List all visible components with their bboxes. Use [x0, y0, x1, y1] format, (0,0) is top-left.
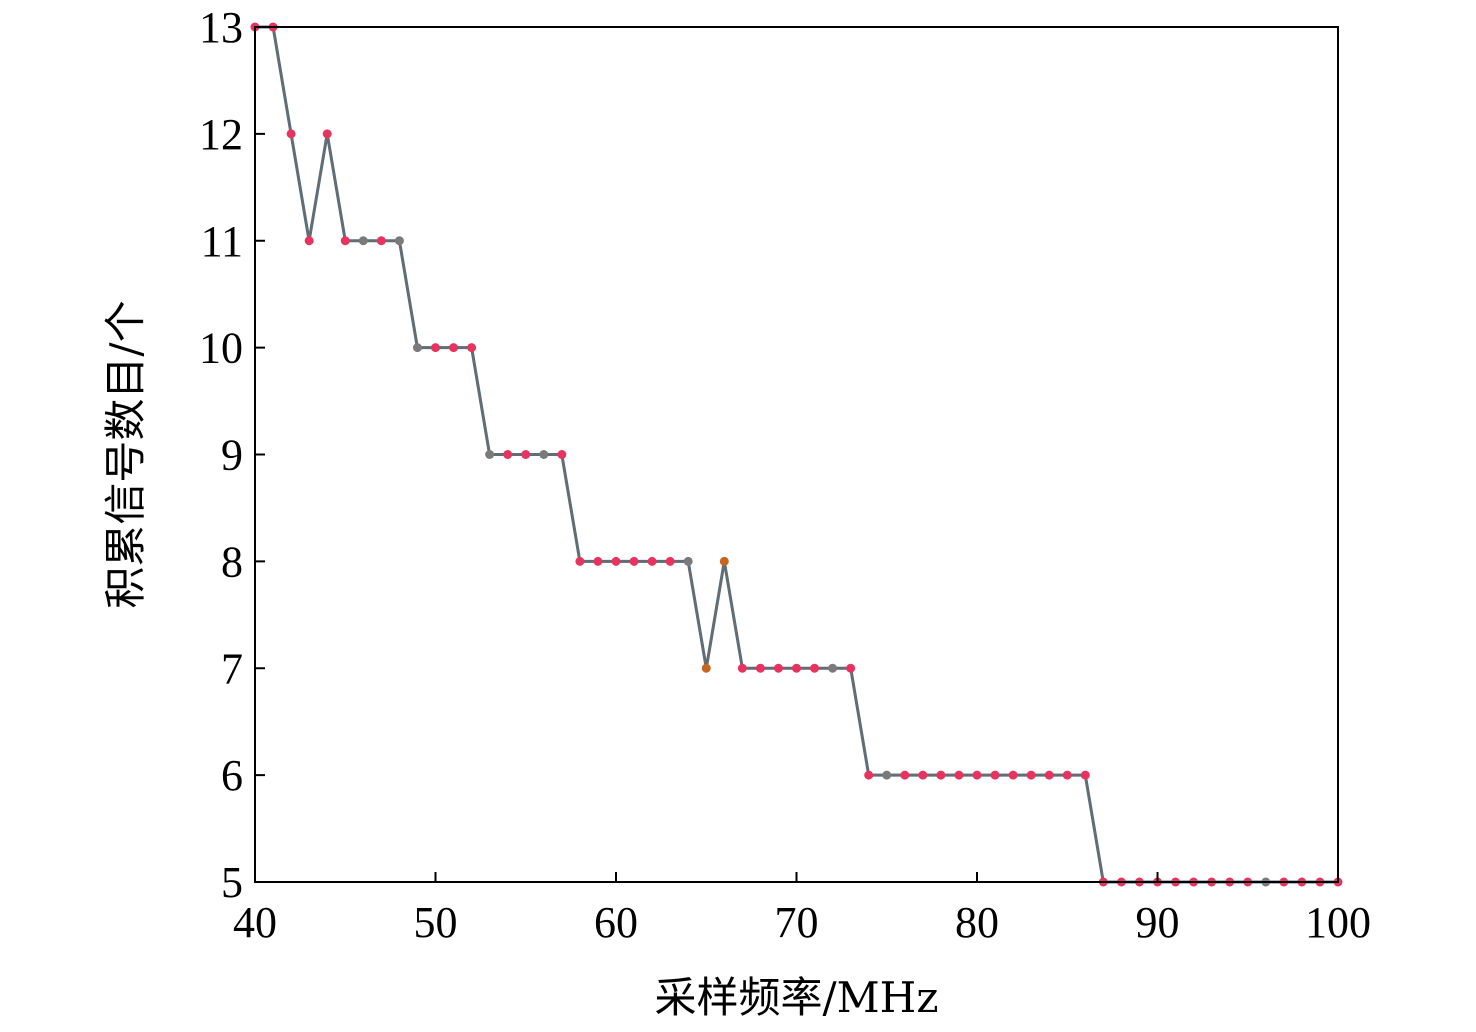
data-point	[864, 770, 874, 780]
data-point	[900, 770, 910, 780]
data-point	[755, 663, 765, 673]
data-point	[394, 236, 404, 246]
data-point	[846, 663, 856, 673]
data-point	[918, 770, 928, 780]
data-point	[1044, 770, 1054, 780]
data-point	[629, 556, 639, 566]
data-point	[936, 770, 946, 780]
data-point	[882, 770, 892, 780]
data-point	[719, 556, 729, 566]
data-point	[322, 129, 332, 139]
series-line	[255, 25, 1338, 884]
data-point	[972, 770, 982, 780]
data-point	[611, 556, 621, 566]
data-point	[431, 343, 440, 353]
data-point	[810, 663, 820, 673]
data-point	[954, 770, 964, 780]
data-point	[1026, 770, 1036, 780]
plot-frame	[254, 26, 1339, 883]
x-tick-label: 70	[775, 898, 819, 947]
plot-lines	[255, 25, 1338, 884]
data-point	[358, 236, 368, 246]
x-tick-label: 40	[233, 898, 277, 947]
data-point	[340, 236, 350, 246]
data-point	[737, 663, 747, 673]
data-point	[539, 450, 549, 459]
data-point	[701, 663, 711, 673]
y-tick-label: 10	[199, 324, 243, 373]
x-axis-title: 采样频率/MHz	[655, 973, 939, 1022]
x-tick-label: 90	[1136, 898, 1180, 947]
data-point	[575, 556, 585, 566]
data-point	[792, 663, 801, 673]
series-line	[255, 25, 1338, 884]
data-point	[828, 663, 838, 673]
y-tick-label: 7	[221, 644, 243, 693]
data-point	[593, 556, 603, 566]
x-tick-label: 50	[414, 898, 458, 947]
x-tick-label: 60	[594, 898, 638, 947]
data-point	[557, 450, 567, 459]
y-tick-label: 11	[201, 217, 243, 266]
data-point	[467, 343, 477, 353]
data-point	[449, 343, 459, 353]
y-tick-label: 13	[199, 3, 243, 52]
data-point	[647, 556, 657, 566]
data-point	[376, 236, 386, 246]
y-tick-label: 5	[221, 858, 243, 907]
data-point	[683, 556, 693, 566]
data-point	[503, 450, 513, 459]
data-point	[286, 129, 296, 139]
x-tick-label: 80	[955, 898, 999, 947]
data-point	[773, 663, 783, 673]
data-point	[1062, 770, 1072, 780]
data-point	[1008, 770, 1018, 780]
x-tick-label: 100	[1305, 898, 1371, 947]
x-axis-ticks: 40 50 60 70 80 90 100	[233, 872, 1371, 947]
y-axis-title: 积累信号数目/个	[101, 300, 150, 608]
data-point	[412, 343, 422, 353]
y-tick-label: 12	[199, 110, 243, 159]
data-point	[990, 770, 1000, 780]
y-tick-label: 9	[221, 431, 243, 480]
y-axis-ticks: 5 6 7 8 9 10 11 12 13	[199, 3, 265, 907]
y-tick-label: 6	[221, 751, 243, 800]
data-point	[521, 450, 531, 459]
plot-markers	[250, 22, 1343, 887]
data-point	[1080, 770, 1090, 780]
y-tick-label: 8	[221, 537, 243, 586]
data-point	[665, 556, 675, 566]
data-point	[485, 450, 495, 459]
data-point	[304, 236, 314, 246]
